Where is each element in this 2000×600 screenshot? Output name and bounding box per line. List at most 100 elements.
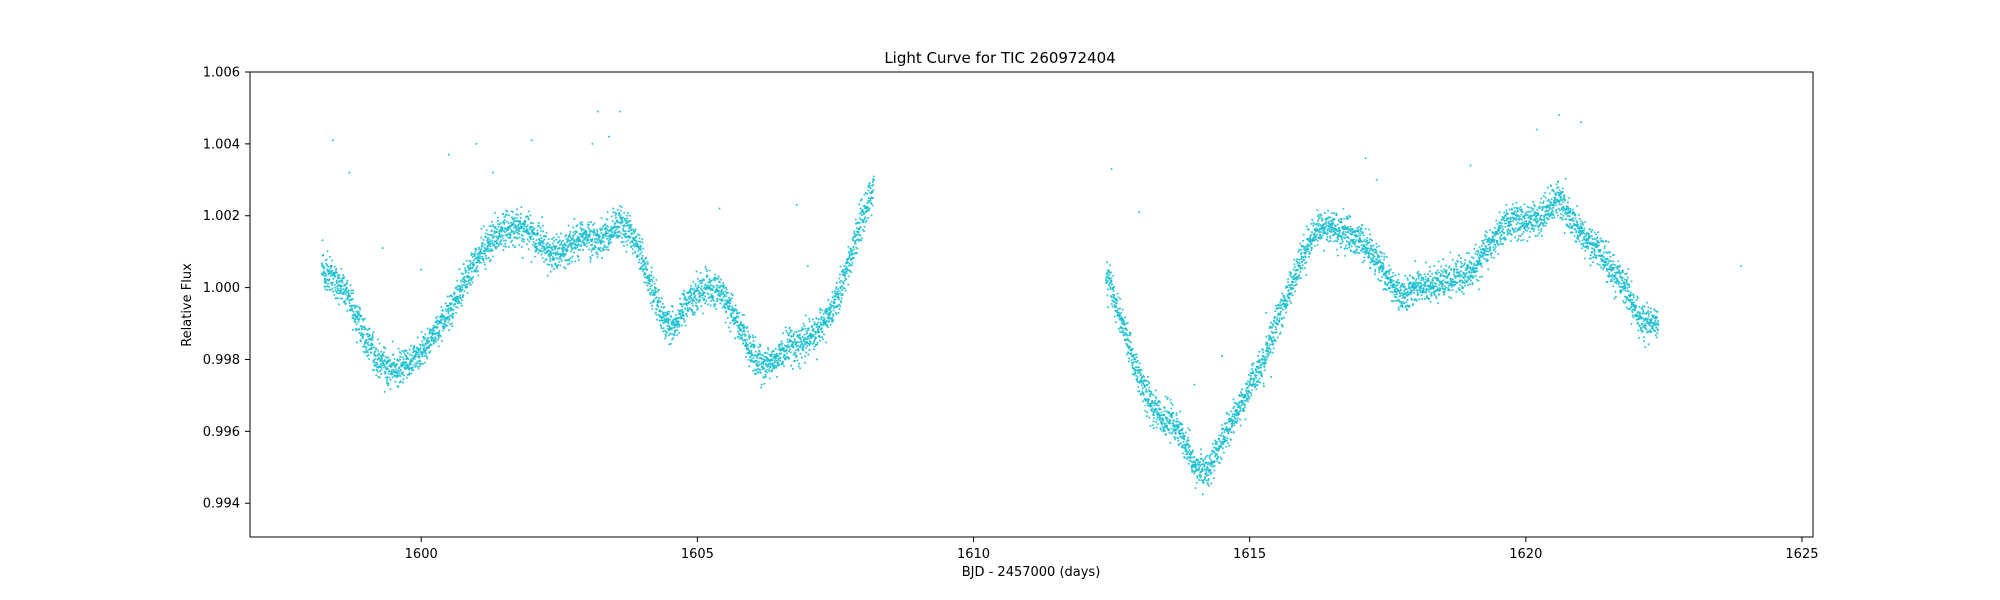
data-point bbox=[483, 243, 486, 246]
data-point bbox=[329, 267, 332, 270]
data-point bbox=[633, 242, 636, 245]
data-point bbox=[482, 261, 486, 264]
data-point bbox=[348, 302, 351, 305]
data-point bbox=[608, 242, 611, 245]
data-point bbox=[533, 255, 536, 258]
data-point bbox=[332, 277, 335, 280]
data-point bbox=[664, 311, 667, 314]
data-point bbox=[841, 284, 844, 288]
data-point bbox=[650, 266, 653, 269]
data-point bbox=[535, 245, 538, 248]
data-point bbox=[357, 311, 360, 314]
data-point bbox=[815, 317, 818, 320]
data-point bbox=[738, 326, 741, 329]
data-point bbox=[1280, 317, 1284, 320]
data-point bbox=[1144, 404, 1147, 407]
data-point bbox=[1200, 453, 1203, 456]
data-point bbox=[444, 302, 447, 305]
data-point bbox=[497, 243, 501, 246]
data-point bbox=[550, 238, 554, 241]
data-point bbox=[785, 352, 788, 355]
data-point bbox=[744, 334, 747, 337]
data-point bbox=[651, 307, 654, 310]
data-point bbox=[1317, 222, 1320, 225]
data-point bbox=[680, 324, 683, 327]
data-point bbox=[654, 289, 657, 292]
data-point bbox=[420, 330, 423, 333]
data-point bbox=[416, 362, 419, 365]
data-point bbox=[1151, 410, 1154, 413]
data-point bbox=[1206, 454, 1209, 457]
data-point bbox=[682, 314, 685, 317]
data-point bbox=[589, 257, 592, 261]
data-point bbox=[722, 291, 725, 294]
data-point bbox=[571, 260, 574, 263]
data-point bbox=[401, 371, 404, 374]
data-point bbox=[824, 322, 828, 325]
data-point bbox=[823, 333, 826, 336]
data-point bbox=[693, 292, 696, 295]
data-point bbox=[629, 241, 632, 244]
data-point bbox=[528, 228, 531, 231]
data-point bbox=[1339, 229, 1342, 232]
data-point bbox=[325, 278, 328, 281]
data-point bbox=[331, 281, 334, 284]
data-point bbox=[446, 305, 449, 308]
data-point bbox=[1170, 401, 1173, 404]
data-point bbox=[1172, 420, 1175, 423]
data-point bbox=[868, 207, 871, 210]
data-point bbox=[504, 242, 507, 245]
data-point bbox=[660, 305, 663, 309]
data-point bbox=[428, 339, 431, 342]
data-point bbox=[1154, 399, 1157, 402]
data-point bbox=[361, 335, 365, 339]
data-point bbox=[774, 360, 777, 363]
data-point bbox=[1169, 398, 1172, 401]
data-point bbox=[737, 316, 740, 319]
data-point bbox=[513, 245, 516, 248]
data-point bbox=[1111, 305, 1114, 308]
data-point bbox=[1316, 219, 1320, 222]
data-point bbox=[1222, 451, 1225, 454]
data-point bbox=[661, 302, 664, 305]
data-point bbox=[1307, 255, 1311, 259]
data-point bbox=[524, 220, 527, 223]
data-point bbox=[385, 356, 388, 359]
data-point bbox=[331, 269, 334, 272]
data-point bbox=[659, 300, 662, 303]
data-point bbox=[436, 315, 439, 318]
data-point bbox=[456, 279, 459, 282]
data-point bbox=[1216, 460, 1219, 463]
data-point bbox=[575, 230, 578, 233]
data-point bbox=[492, 225, 495, 228]
data-point bbox=[729, 322, 732, 325]
data-point bbox=[706, 303, 709, 306]
data-point bbox=[654, 287, 658, 290]
data-point bbox=[542, 239, 545, 242]
data-point bbox=[838, 273, 842, 276]
data-point bbox=[515, 213, 518, 216]
data-point bbox=[496, 239, 499, 242]
data-point bbox=[742, 342, 745, 345]
data-point bbox=[842, 269, 845, 272]
data-point bbox=[576, 224, 579, 227]
data-point bbox=[639, 253, 642, 256]
data-point bbox=[1149, 424, 1152, 427]
data-point bbox=[785, 348, 788, 351]
data-point bbox=[360, 325, 363, 328]
data-point bbox=[828, 313, 831, 316]
data-point bbox=[822, 313, 825, 316]
data-point bbox=[640, 251, 643, 254]
data-point bbox=[499, 241, 502, 245]
data-point bbox=[411, 360, 414, 363]
data-point bbox=[705, 267, 708, 270]
data-point bbox=[385, 366, 388, 369]
data-point bbox=[447, 304, 451, 307]
data-point bbox=[382, 353, 385, 356]
data-point bbox=[666, 331, 669, 334]
data-point bbox=[408, 348, 411, 351]
data-point bbox=[364, 351, 367, 354]
data-point bbox=[1262, 382, 1265, 385]
data-point bbox=[1284, 311, 1287, 314]
data-point bbox=[487, 247, 490, 250]
